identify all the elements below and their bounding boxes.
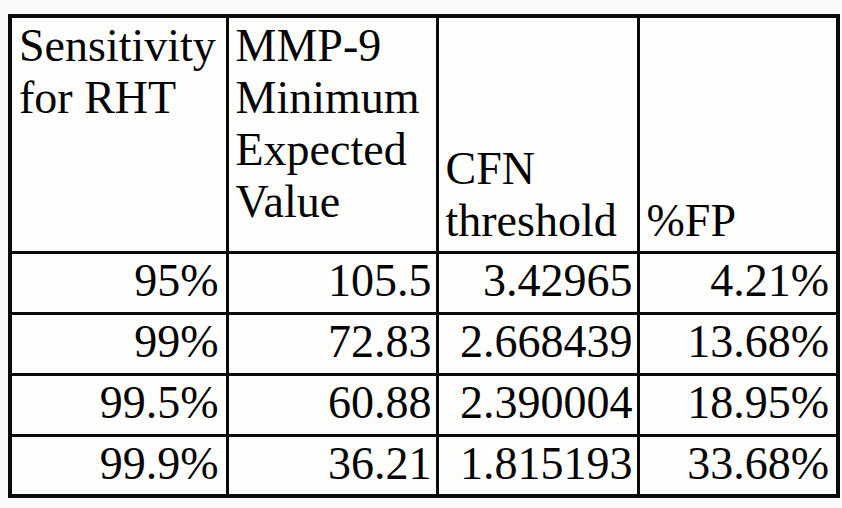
cell-sensitivity: 99.5% [10,374,227,435]
cell-cfn: 2.668439 [437,313,638,374]
table-row: 95% 105.5 3.42965 4.21% [10,252,838,313]
table-row: 99.5% 60.88 2.390004 18.95% [10,374,838,435]
cell-fp: 33.68% [638,435,838,496]
cell-cfn: 3.42965 [437,252,638,313]
column-header-percent-fp: %FP [638,16,838,252]
scanned-document-page: { "colors": { "background": "#fafaf8", "… [0,0,842,508]
cell-sensitivity: 95% [10,252,227,313]
cell-mmp9-min: 36.21 [227,435,437,496]
cell-fp: 18.95% [638,374,838,435]
cell-cfn: 1.815193 [437,435,638,496]
cell-mmp9-min: 105.5 [227,252,437,313]
cell-cfn: 2.390004 [437,374,638,435]
cell-fp: 13.68% [638,313,838,374]
header-row: Sensitivity for RHT MMP-9 Minimum Expect… [10,16,838,252]
cell-mmp9-min: 60.88 [227,374,437,435]
cell-sensitivity: 99% [10,313,227,374]
cell-fp: 4.21% [638,252,838,313]
column-header-cfn-threshold: CFN threshold [437,16,638,252]
cell-mmp9-min: 72.83 [227,313,437,374]
cell-sensitivity: 99.9% [10,435,227,496]
column-header-sensitivity-for-rht: Sensitivity for RHT [10,16,227,252]
table-row: 99.9% 36.21 1.815193 33.68% [10,435,838,496]
column-header-mmp9-min-expected: MMP-9 Minimum Expected Value [227,16,437,252]
table-row: 99% 72.83 2.668439 13.68% [10,313,838,374]
results-table: Sensitivity for RHT MMP-9 Minimum Expect… [8,14,840,498]
